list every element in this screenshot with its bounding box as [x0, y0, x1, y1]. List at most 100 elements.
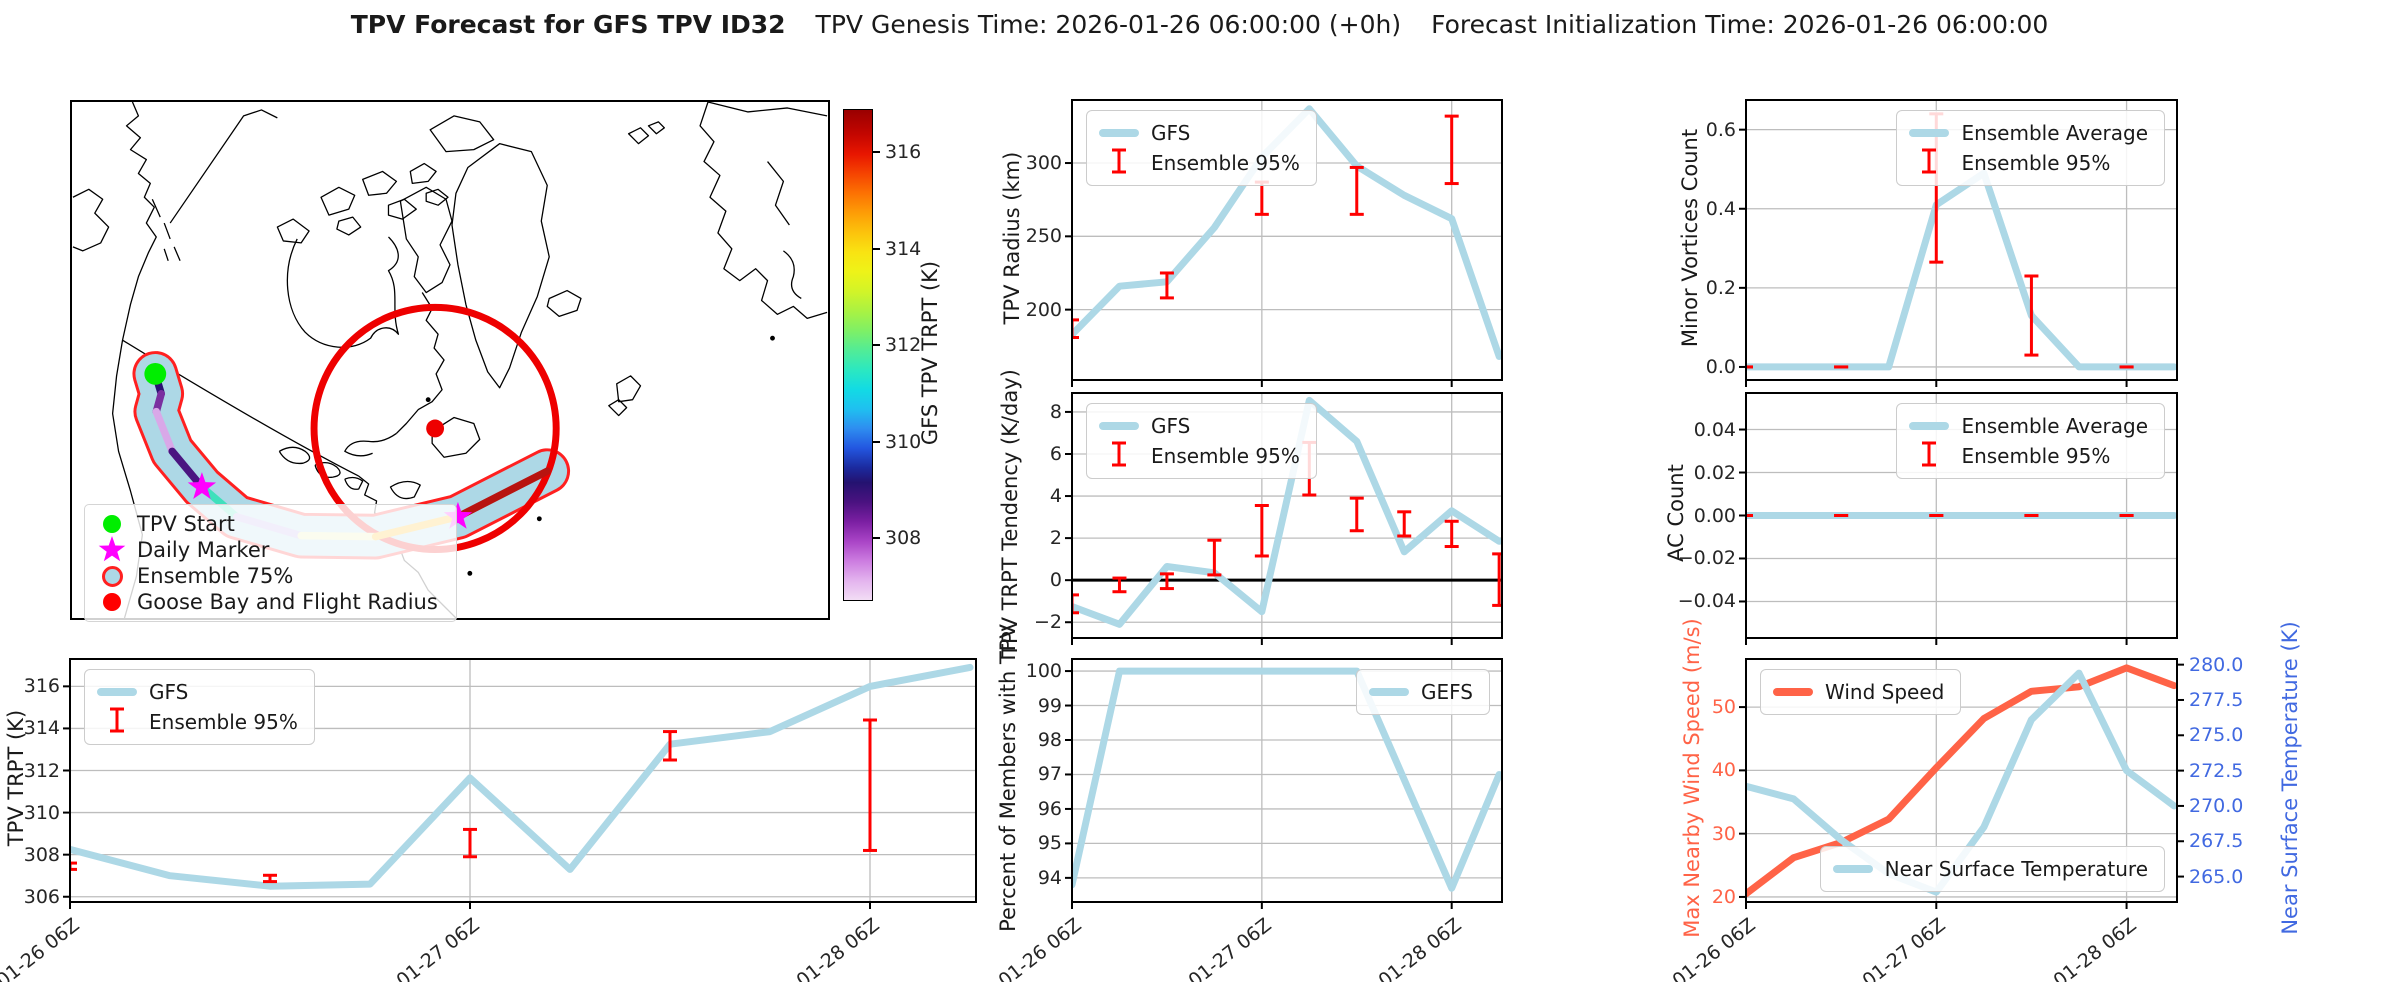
y-tick-label: 2 — [1049, 527, 1062, 550]
map-panel: TPV Start Daily Marker Ensemble 75% Goose B… — [70, 100, 830, 622]
daily-marker-star — [443, 501, 473, 529]
map-legend: TPV Start Daily Marker Ensemble 75% Goose B… — [84, 504, 457, 622]
y-tick-label: 0 — [1049, 569, 1062, 592]
y-tick-label: 40 — [1711, 759, 1736, 782]
y-tick-label: −0.04 — [1677, 590, 1736, 613]
legend-item: GFS — [1099, 118, 1300, 148]
y-tick-label: 310 — [23, 801, 60, 824]
y-tick-label: 312 — [23, 759, 60, 782]
map-legend-marker-ring — [95, 565, 129, 587]
legend: GFS Ensemble 95% — [1086, 403, 1317, 479]
title-init: Forecast Initialization Time: 2026-01-26… — [1431, 10, 2049, 39]
colorbar-tick-label: 316 — [885, 141, 922, 164]
map-legend-marker-dot — [95, 593, 129, 611]
legend-item: Ensemble 95% — [1909, 148, 2148, 178]
y-tick-label: 8 — [1049, 400, 1062, 423]
y-tick-label: 6 — [1049, 442, 1062, 465]
legend-label: Ensemble 95% — [1151, 444, 1300, 468]
map-legend-item: Ensemble 75% — [95, 563, 438, 589]
map-legend-label: Goose Bay and Flight Radius — [137, 590, 438, 614]
legend-item: GFS — [1099, 411, 1300, 441]
y-axis-label: TPV TRPT (K) — [4, 709, 28, 847]
map-legend-item: Daily Marker — [95, 536, 438, 563]
y-tick-label: 308 — [23, 843, 60, 866]
legend-swatch-line — [1773, 688, 1813, 696]
title-genesis: TPV Genesis Time: 2026-01-26 06:00:00 (+… — [815, 10, 1402, 39]
map-legend-label: TPV Start — [137, 512, 235, 536]
legend-swatch-line — [97, 688, 137, 696]
colorbar-tick-label: 308 — [885, 527, 922, 550]
legend-swatch-line — [1099, 422, 1139, 430]
y-tick-label: 306 — [23, 885, 60, 908]
errorbar-icon — [1920, 440, 1938, 473]
tpv-start-marker — [144, 362, 167, 385]
legend-item: GEFS — [1369, 677, 1473, 707]
legend-label: Ensemble Average — [1961, 414, 2148, 438]
series-line-gefs — [1071, 667, 1503, 892]
errorbar-icon — [1920, 147, 1938, 180]
y-tick-label-right: 265.0 — [2189, 865, 2244, 888]
legend-item: Ensemble 95% — [1909, 441, 2148, 471]
legend-item: Ensemble 95% — [97, 707, 298, 737]
legend-label: Wind Speed — [1825, 680, 1945, 704]
y-tick-label: 316 — [23, 675, 60, 698]
legend-label: GFS — [1151, 414, 1191, 438]
errorbar-icon — [1110, 147, 1128, 180]
y-tick-label: 97 — [1037, 763, 1062, 786]
legend-label: Ensemble 95% — [149, 710, 298, 734]
y-tick-label-right: 280.0 — [2189, 653, 2244, 676]
y-tick-label: 4 — [1049, 485, 1062, 508]
y-tick-label: 0.4 — [1705, 197, 1736, 220]
legend-item: Near Surface Temperature — [1832, 854, 2148, 884]
chart-minor_vortices — [1739, 99, 2178, 387]
legend-item: Ensemble Average — [1909, 411, 2148, 441]
y-tick-label: 94 — [1037, 866, 1062, 889]
legend-swatch-line — [1909, 129, 1950, 137]
chart-percent_members — [1065, 658, 1503, 909]
x-tick-label: 01-27 06Z — [1184, 914, 1276, 982]
colorbar-tick-label: 310 — [885, 430, 922, 453]
y-tick-label: 100 — [1025, 660, 1062, 683]
y-tick-label: −2 — [1033, 611, 1062, 634]
legend-item: Ensemble 95% — [1099, 148, 1300, 178]
x-tick-label: 01-28 06Z — [1374, 914, 1466, 982]
legend-label: GEFS — [1421, 680, 1473, 704]
series-line-gfs — [1071, 396, 1503, 628]
colorbar-tick-label: 312 — [885, 334, 922, 357]
colorbar-tick — [873, 151, 880, 154]
colorbar-tick — [873, 344, 880, 347]
legend-item: Ensemble 95% — [1099, 441, 1300, 471]
x-tick-label: 01-27 06Z — [392, 914, 484, 982]
y-tick-label-right: 267.5 — [2189, 830, 2244, 853]
y-tick-label: 300 — [1025, 152, 1062, 175]
y-axis-label: Max Nearby Wind Speed (m/s) — [1680, 618, 1704, 938]
legend-swatch-line — [1909, 422, 1950, 430]
map-legend-item: TPV Start — [95, 511, 438, 537]
y-tick-label: 99 — [1037, 694, 1062, 717]
legend: Near Surface Temperature — [1819, 846, 2165, 892]
title-main: TPV Forecast for GFS TPV ID32 — [350, 10, 786, 39]
colorbar-tick — [873, 440, 880, 443]
y-tick-label: 30 — [1711, 822, 1736, 845]
daily-marker-star — [187, 472, 217, 500]
legend: GFS Ensemble 95% — [1086, 110, 1317, 186]
y-tick-label: 0.00 — [1693, 504, 1736, 527]
legend-item: GFS — [97, 677, 298, 707]
x-tick-label: 01-26 06Z — [994, 914, 1086, 982]
marker-dot-icon — [103, 593, 121, 611]
goose-bay-dot — [426, 419, 445, 438]
y-tick-label: 0.6 — [1705, 118, 1736, 141]
legend-swatch-line — [1369, 688, 1410, 696]
y-tick-label: 0.02 — [1693, 461, 1736, 484]
y-tick-label: 200 — [1025, 298, 1062, 321]
colorbar-tick — [873, 537, 880, 540]
legend-label: Ensemble 95% — [1961, 444, 2111, 468]
marker-ring-icon — [101, 565, 123, 587]
y-tick-label: 314 — [23, 717, 60, 740]
y-axis-label-right: Near Surface Temperature (K) — [2278, 621, 2302, 935]
legend-swatch-line — [1099, 129, 1139, 137]
legend: Wind Speed — [1760, 669, 1962, 715]
colorbar-tick-label: 314 — [885, 237, 922, 260]
chart-tpv_tendency — [1065, 392, 1503, 645]
errorbar-icon — [1110, 440, 1128, 473]
